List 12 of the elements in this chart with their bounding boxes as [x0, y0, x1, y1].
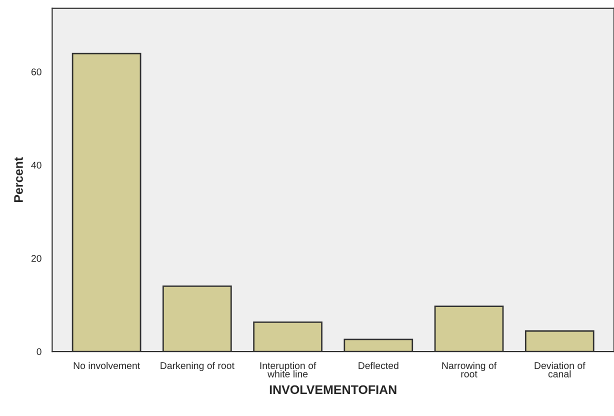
x-tick-label: Darkening of root	[160, 362, 234, 371]
y-tick-label: 0	[36, 348, 42, 356]
y-tick-label: 20	[31, 254, 42, 262]
x-tick-label: Interuption of white line	[260, 362, 316, 378]
x-tick-label: No involvement	[74, 362, 140, 370]
x-axis-title: INVOLVEMENTOFIAN	[270, 385, 396, 394]
x-tick-label: Narrowing of root	[442, 362, 497, 378]
y-axis-title: Percent	[14, 157, 23, 202]
y-tick-label: 60	[31, 68, 42, 76]
y-tick-label: 40	[31, 162, 42, 169]
x-tick-label: Deflected	[358, 362, 398, 370]
x-tick-label: Deviation of canal	[534, 362, 586, 378]
